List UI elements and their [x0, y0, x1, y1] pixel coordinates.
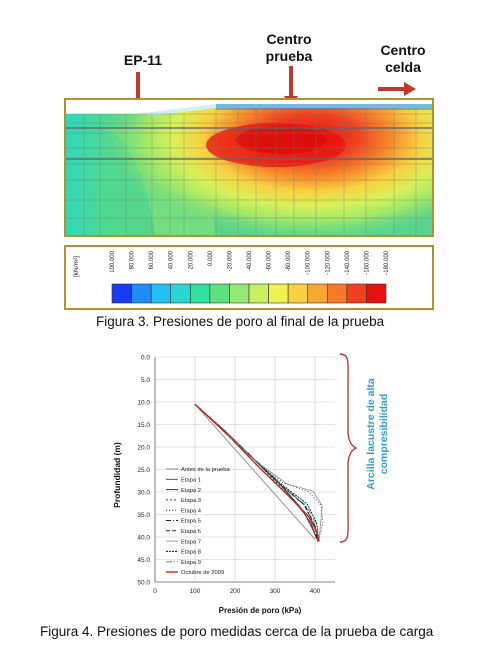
centro-celda-label: Centro celda	[372, 42, 434, 76]
legend-tick-label: 20.000	[188, 250, 194, 269]
series-line	[194, 404, 316, 540]
pore-pressure-contour-plot	[64, 98, 434, 237]
legend-tick-label: -120.000	[325, 250, 331, 274]
figure3-caption: Figura 3. Presiones de poro al final de …	[96, 314, 385, 329]
legend-swatch	[326, 283, 348, 304]
pressure-color-legend: [kN/m²] 100.000 80.000 60.000 40.000 20.000 0…	[64, 245, 434, 310]
ep11-label: EP-11	[123, 52, 163, 68]
y-tick-label: 35.0	[137, 512, 150, 519]
legend-swatch	[131, 283, 152, 304]
legend-tick-label: -140.000	[345, 250, 351, 274]
clay-layer-brace	[339, 353, 358, 543]
legend-tick-label: 40.000	[169, 250, 175, 269]
legend-tick-label: -60.000	[267, 250, 273, 271]
figure4-caption: Figura 4. Presiones de poro medidas cerc…	[40, 624, 434, 639]
y-tick-label: 5.0	[141, 377, 150, 384]
clay-annotation-line1: Arcilla lacustre de alta	[365, 378, 377, 490]
legend-unit: [kN/m²]	[73, 256, 80, 277]
legend-entry-label: Etapa 3	[181, 498, 201, 504]
y-tick-label: 25.0	[137, 467, 150, 474]
centro-celda-line1: Centro	[380, 42, 426, 58]
legend-tick-label: -80.000	[286, 250, 292, 271]
legend-swatch	[170, 283, 191, 304]
y-tick-label: 15.0	[137, 422, 150, 429]
legend-swatch	[209, 283, 230, 304]
legend-entry-label: Antes de la prueba	[181, 467, 230, 473]
y-tick-label: 20.0	[137, 445, 150, 452]
x-tick-label: 200	[230, 588, 241, 595]
contour-svg	[66, 100, 432, 235]
legend-tick-label: -160.000	[364, 250, 370, 274]
clay-annotation-svg: Arcilla lacustre de alta compresibilidad	[365, 378, 390, 490]
legend-swatch	[268, 283, 289, 304]
legend-tick-label: 80.000	[130, 250, 136, 269]
legend-tick-label: -40.000	[247, 250, 253, 271]
legend-swatch	[111, 283, 132, 304]
y-tick-label: 0.0	[141, 355, 150, 362]
x-axis-label: Presión de poro (kPa)	[219, 606, 302, 615]
legend-entry-label: Etapa 9	[181, 560, 201, 566]
centro-prueba-line1: Centro	[266, 31, 312, 47]
legend-entry-label: Etapa 7	[181, 539, 201, 545]
y-tick-label: 45.0	[137, 557, 150, 564]
clay-annotation: Arcilla lacustre de alta compresibilidad	[360, 354, 394, 514]
legend-swatch	[248, 283, 269, 304]
legend-entry-label: Etapa 4	[181, 508, 202, 514]
series-line	[194, 403, 320, 542]
x-tick-label: 400	[310, 588, 321, 595]
legend-tick-label: 0.000	[208, 250, 214, 266]
legend-entry-label: Etapa 8	[181, 550, 201, 556]
legend-tick-label: -100.000	[306, 250, 312, 274]
clay-annotation-line2: compresibilidad	[378, 394, 390, 475]
legend-swatch	[366, 283, 387, 304]
legend-swatch	[229, 283, 250, 304]
legend-tick-label: 60.000	[149, 250, 155, 269]
legend-swatch	[307, 283, 328, 304]
centro-prueba-label: Centro prueba	[258, 31, 320, 65]
legend-entry-label: Etapa 2	[181, 488, 201, 494]
pore-pressure-depth-chart: 0.0 5.0 10.0 15.0 20.0 25.0 30.0 35.0 40.0 45.0 50…	[112, 355, 335, 615]
legend-swatch	[189, 283, 211, 304]
legend-svg: [kN/m²] 100.000 80.000 60.000 40.000 20.000 0…	[73, 250, 390, 304]
legend-swatch	[346, 283, 367, 304]
legend-swatch	[287, 283, 309, 304]
x-tick-label: 100	[190, 588, 201, 595]
y-tick-label: 40.0	[137, 535, 150, 542]
y-axis-label: Profundidad (m)	[112, 442, 122, 508]
y-tick-label: 10.0	[137, 400, 150, 407]
legend-tick-label: -180.000	[384, 250, 390, 274]
legend-swatch	[150, 283, 172, 304]
centro-celda-arrow	[378, 82, 416, 96]
x-tick-label: 300	[270, 588, 281, 595]
x-tick-label: 0	[153, 588, 157, 595]
centro-celda-line2: celda	[385, 59, 421, 75]
legend-tick-label: -20.000	[227, 250, 233, 271]
series-line	[194, 403, 320, 542]
centro-prueba-line2: prueba	[265, 48, 313, 64]
legend-tick-label: 100.000	[110, 250, 116, 272]
legend-entry-label: Etapa 1	[181, 478, 201, 484]
legend-entry-label: Octubre de 2009	[181, 570, 224, 576]
y-tick-label: 30.0	[137, 490, 150, 497]
legend-entry-label: Etapa 6	[181, 529, 201, 535]
legend-entry-label: Etapa 5	[181, 519, 201, 525]
y-tick-label: 50.0	[137, 580, 150, 587]
